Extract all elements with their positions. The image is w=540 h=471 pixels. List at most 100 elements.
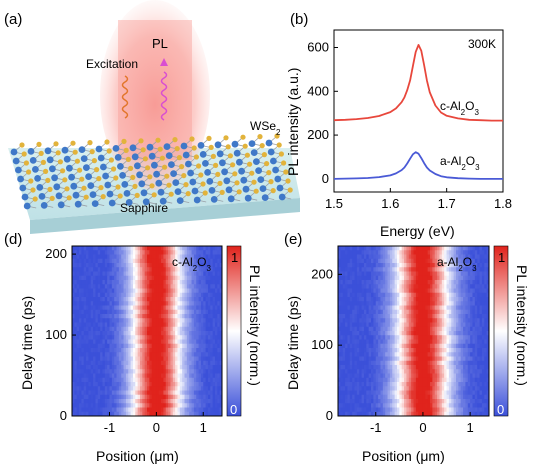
heatmap-cell (203, 280, 206, 285)
heatmap-cell (97, 382, 101, 387)
tungsten-atom (61, 146, 69, 154)
heatmap-cell (455, 318, 459, 323)
heatmap-cell (100, 365, 103, 370)
heatmap-cell (147, 326, 150, 332)
heatmap-cell (76, 326, 80, 332)
heatmap-cell (340, 318, 344, 323)
heatmap-cell (163, 352, 167, 357)
heatmap-cell (366, 275, 370, 281)
heatmap-cell (470, 254, 473, 260)
heatmap-cell (114, 314, 117, 319)
heatmap-cell (446, 314, 450, 319)
heatmap-cell (93, 343, 96, 349)
heatmap-cell (95, 369, 99, 374)
heatmap-cell (439, 352, 443, 357)
heatmap-cell (163, 407, 167, 413)
heatmap-cell (448, 288, 452, 294)
selenium-atom (232, 171, 238, 177)
heatmap-cell (451, 356, 455, 362)
heatmap-cell (156, 339, 160, 345)
heatmap-cell (86, 263, 89, 268)
heatmap-cell (144, 318, 148, 323)
selenium-atom (145, 165, 151, 171)
heatmap-cell (373, 271, 377, 277)
heatmap-cell (161, 263, 164, 268)
heatmap-cell (385, 280, 388, 285)
heatmap-cell (198, 284, 202, 289)
heatmap-cell (387, 309, 391, 315)
heatmap-cell (114, 365, 117, 370)
heatmap-cell (170, 326, 174, 332)
heatmap-cell (465, 301, 469, 306)
heatmap-cell (404, 326, 407, 332)
heatmap-cell (359, 246, 362, 251)
heatmap-cell (437, 318, 440, 323)
heatmap-cell (123, 335, 127, 340)
heatmap-cell (165, 377, 169, 383)
heatmap-cell (97, 331, 101, 336)
heatmap-cell (130, 263, 134, 268)
heatmap-cell (385, 360, 388, 366)
heatmap-cell (406, 246, 410, 251)
heatmap-cell (460, 352, 464, 357)
heatmap-cell (83, 331, 87, 336)
heatmap-cell (142, 394, 146, 400)
heatmap-cell (477, 246, 480, 251)
heatmap-cell (168, 258, 171, 264)
heatmap-cell (352, 322, 355, 328)
heatmap-cell (104, 309, 108, 315)
heatmap-cell (219, 407, 223, 413)
heatmap-cell (132, 365, 136, 370)
heatmap-cell (144, 348, 148, 353)
heatmap-cell (132, 382, 136, 387)
heatmap-cell (453, 301, 457, 306)
heatmap-cell (76, 280, 80, 285)
heatmap-cell (356, 309, 360, 315)
heatmap-cell (411, 356, 414, 362)
heatmap-cell (373, 335, 377, 340)
heatmap-cell (132, 373, 136, 379)
heatmap-cell (345, 331, 348, 336)
heatmap-cell (375, 292, 379, 298)
heatmap-cell (219, 263, 223, 268)
selenium-atom (176, 155, 182, 161)
tungsten-atom (159, 197, 167, 205)
heatmap-cell (196, 335, 199, 340)
selenium-atom (257, 134, 263, 140)
heatmap-cell (100, 250, 103, 255)
selenium-atom (38, 150, 44, 156)
heatmap-cell (177, 377, 181, 383)
heatmap-cell (479, 280, 483, 285)
heatmap-cell (474, 271, 478, 277)
heatmap-cell (81, 382, 85, 387)
heatmap-cell (356, 314, 360, 319)
heatmap-cell (182, 339, 185, 345)
laser-beam (100, 0, 210, 190)
heatmap-cell (444, 339, 447, 345)
heatmap-cell (142, 258, 146, 264)
heatmap-cell (345, 360, 348, 366)
heatmap-cell (170, 254, 174, 260)
heatmap-cell (121, 335, 124, 340)
heatmap-cell (198, 275, 202, 281)
heatmap-cell (371, 339, 374, 345)
heatmap-cell (444, 271, 447, 277)
heatmap-cell (345, 292, 348, 298)
heatmap-cell (163, 411, 167, 417)
heatmap-cell (83, 250, 87, 255)
heatmap-cell (104, 258, 108, 264)
heatmap-cell (342, 292, 346, 298)
heatmap-cell (453, 314, 457, 319)
temperature-label: 300K (468, 37, 496, 51)
heatmap-cell (74, 305, 78, 311)
tungsten-atom (78, 146, 86, 154)
heatmap-cell (114, 394, 117, 400)
heatmap-cell (401, 318, 405, 323)
heatmap-cell (432, 343, 436, 349)
heatmap-cell (446, 305, 450, 311)
heatmap-cell (123, 403, 127, 408)
heatmap-cell (394, 271, 398, 277)
heatmap-cell (83, 263, 87, 268)
heatmap-cell (184, 271, 188, 277)
heatmap-cell (460, 360, 464, 366)
